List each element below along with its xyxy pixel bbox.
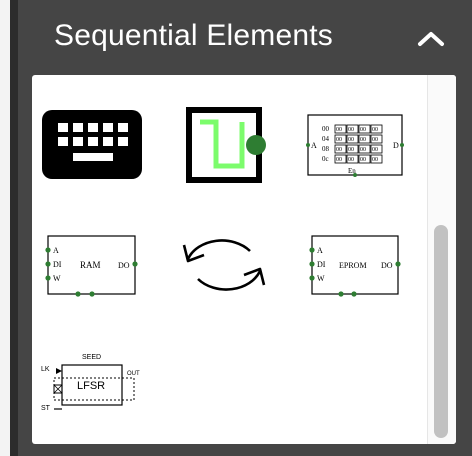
lfsr-icon: SEED LFSR OUT LK ST	[41, 354, 140, 412]
scrollbar-track[interactable]	[427, 75, 456, 444]
rom-cell: 00	[336, 157, 342, 163]
rom-cell: 00	[336, 137, 342, 143]
rom-cell: 00	[336, 127, 342, 133]
keyboard-icon	[42, 110, 142, 179]
ram-label: RAM	[80, 260, 101, 270]
eprom-pin-do: DO	[381, 261, 393, 270]
rom-row-label: 00	[322, 125, 330, 133]
tflipflop-element[interactable]	[182, 225, 292, 315]
rom-row-label: 04	[322, 135, 330, 143]
ram-icon: A DI W RAM DO	[45, 235, 138, 297]
rom-address-label: A	[311, 141, 317, 150]
keyboard-element[interactable]	[40, 105, 150, 195]
rom-cell: 00	[372, 127, 378, 133]
ram-element[interactable]: A DI W RAM DO	[44, 231, 154, 321]
lfsr-clk-label: LK	[41, 366, 50, 373]
eprom-pin-a: A	[317, 246, 323, 255]
ram-pin-a: A	[53, 246, 59, 255]
eprom-element[interactable]: A DI W EPROM DO	[308, 231, 418, 321]
ram-pin-di: DI	[53, 260, 62, 269]
rom-row-label: 08	[322, 145, 330, 153]
rom-cell: 00	[348, 157, 354, 163]
rom-cell: 00	[372, 137, 378, 143]
panel-title: Sequential Elements	[54, 19, 333, 52]
elements-panel: A D En 00 04 08 0c 00 00 00 00 00 00 00 00 00 0…	[32, 75, 456, 444]
ram-pin-do: DO	[118, 261, 130, 270]
rom-cell: 00	[360, 147, 366, 153]
rom-icon: A D En 00 04 08 0c 00 00 00 00 00 00 00 00 00 0…	[306, 114, 404, 177]
rom-cell: 00	[348, 127, 354, 133]
panel-border	[10, 0, 18, 456]
rom-element[interactable]: A D En 00 04 08 0c 00 00 00 00 00 00 00 00 00 0…	[302, 111, 412, 201]
clock-element[interactable]	[182, 105, 292, 195]
ram-pin-w: W	[53, 274, 61, 283]
rom-data-label: D	[393, 141, 399, 150]
chevron-up-icon[interactable]	[416, 24, 446, 52]
eprom-pin-di: DI	[317, 260, 326, 269]
eprom-pin-w: W	[317, 274, 325, 283]
rom-cell: 00	[360, 137, 366, 143]
eprom-icon: A DI W EPROM DO	[309, 235, 401, 297]
lfsr-seed-label: SEED	[82, 354, 101, 361]
rom-cell: 00	[360, 157, 366, 163]
lfsr-rst-label: ST	[41, 405, 51, 412]
rom-cell: 00	[372, 147, 378, 153]
rom-cell: 00	[360, 127, 366, 133]
rom-enable-label: En	[348, 167, 356, 175]
clock-square-wave-icon	[186, 107, 266, 183]
rom-row-label: 0c	[322, 155, 329, 163]
rom-cell: 00	[372, 157, 378, 163]
panel-header[interactable]: Sequential Elements	[18, 0, 472, 74]
rom-cell: 00	[348, 137, 354, 143]
rom-cell: 00	[336, 147, 342, 153]
rom-cell: 00	[348, 147, 354, 153]
scrollbar-thumb[interactable]	[434, 225, 448, 438]
canvas-edge	[0, 0, 10, 456]
refresh-arrows-icon	[182, 239, 266, 291]
lfsr-out-label: OUT	[127, 371, 140, 377]
lfsr-element[interactable]: SEED LFSR OUT LK ST	[36, 347, 146, 437]
lfsr-label: LFSR	[77, 380, 105, 392]
eprom-label: EPROM	[339, 261, 367, 270]
